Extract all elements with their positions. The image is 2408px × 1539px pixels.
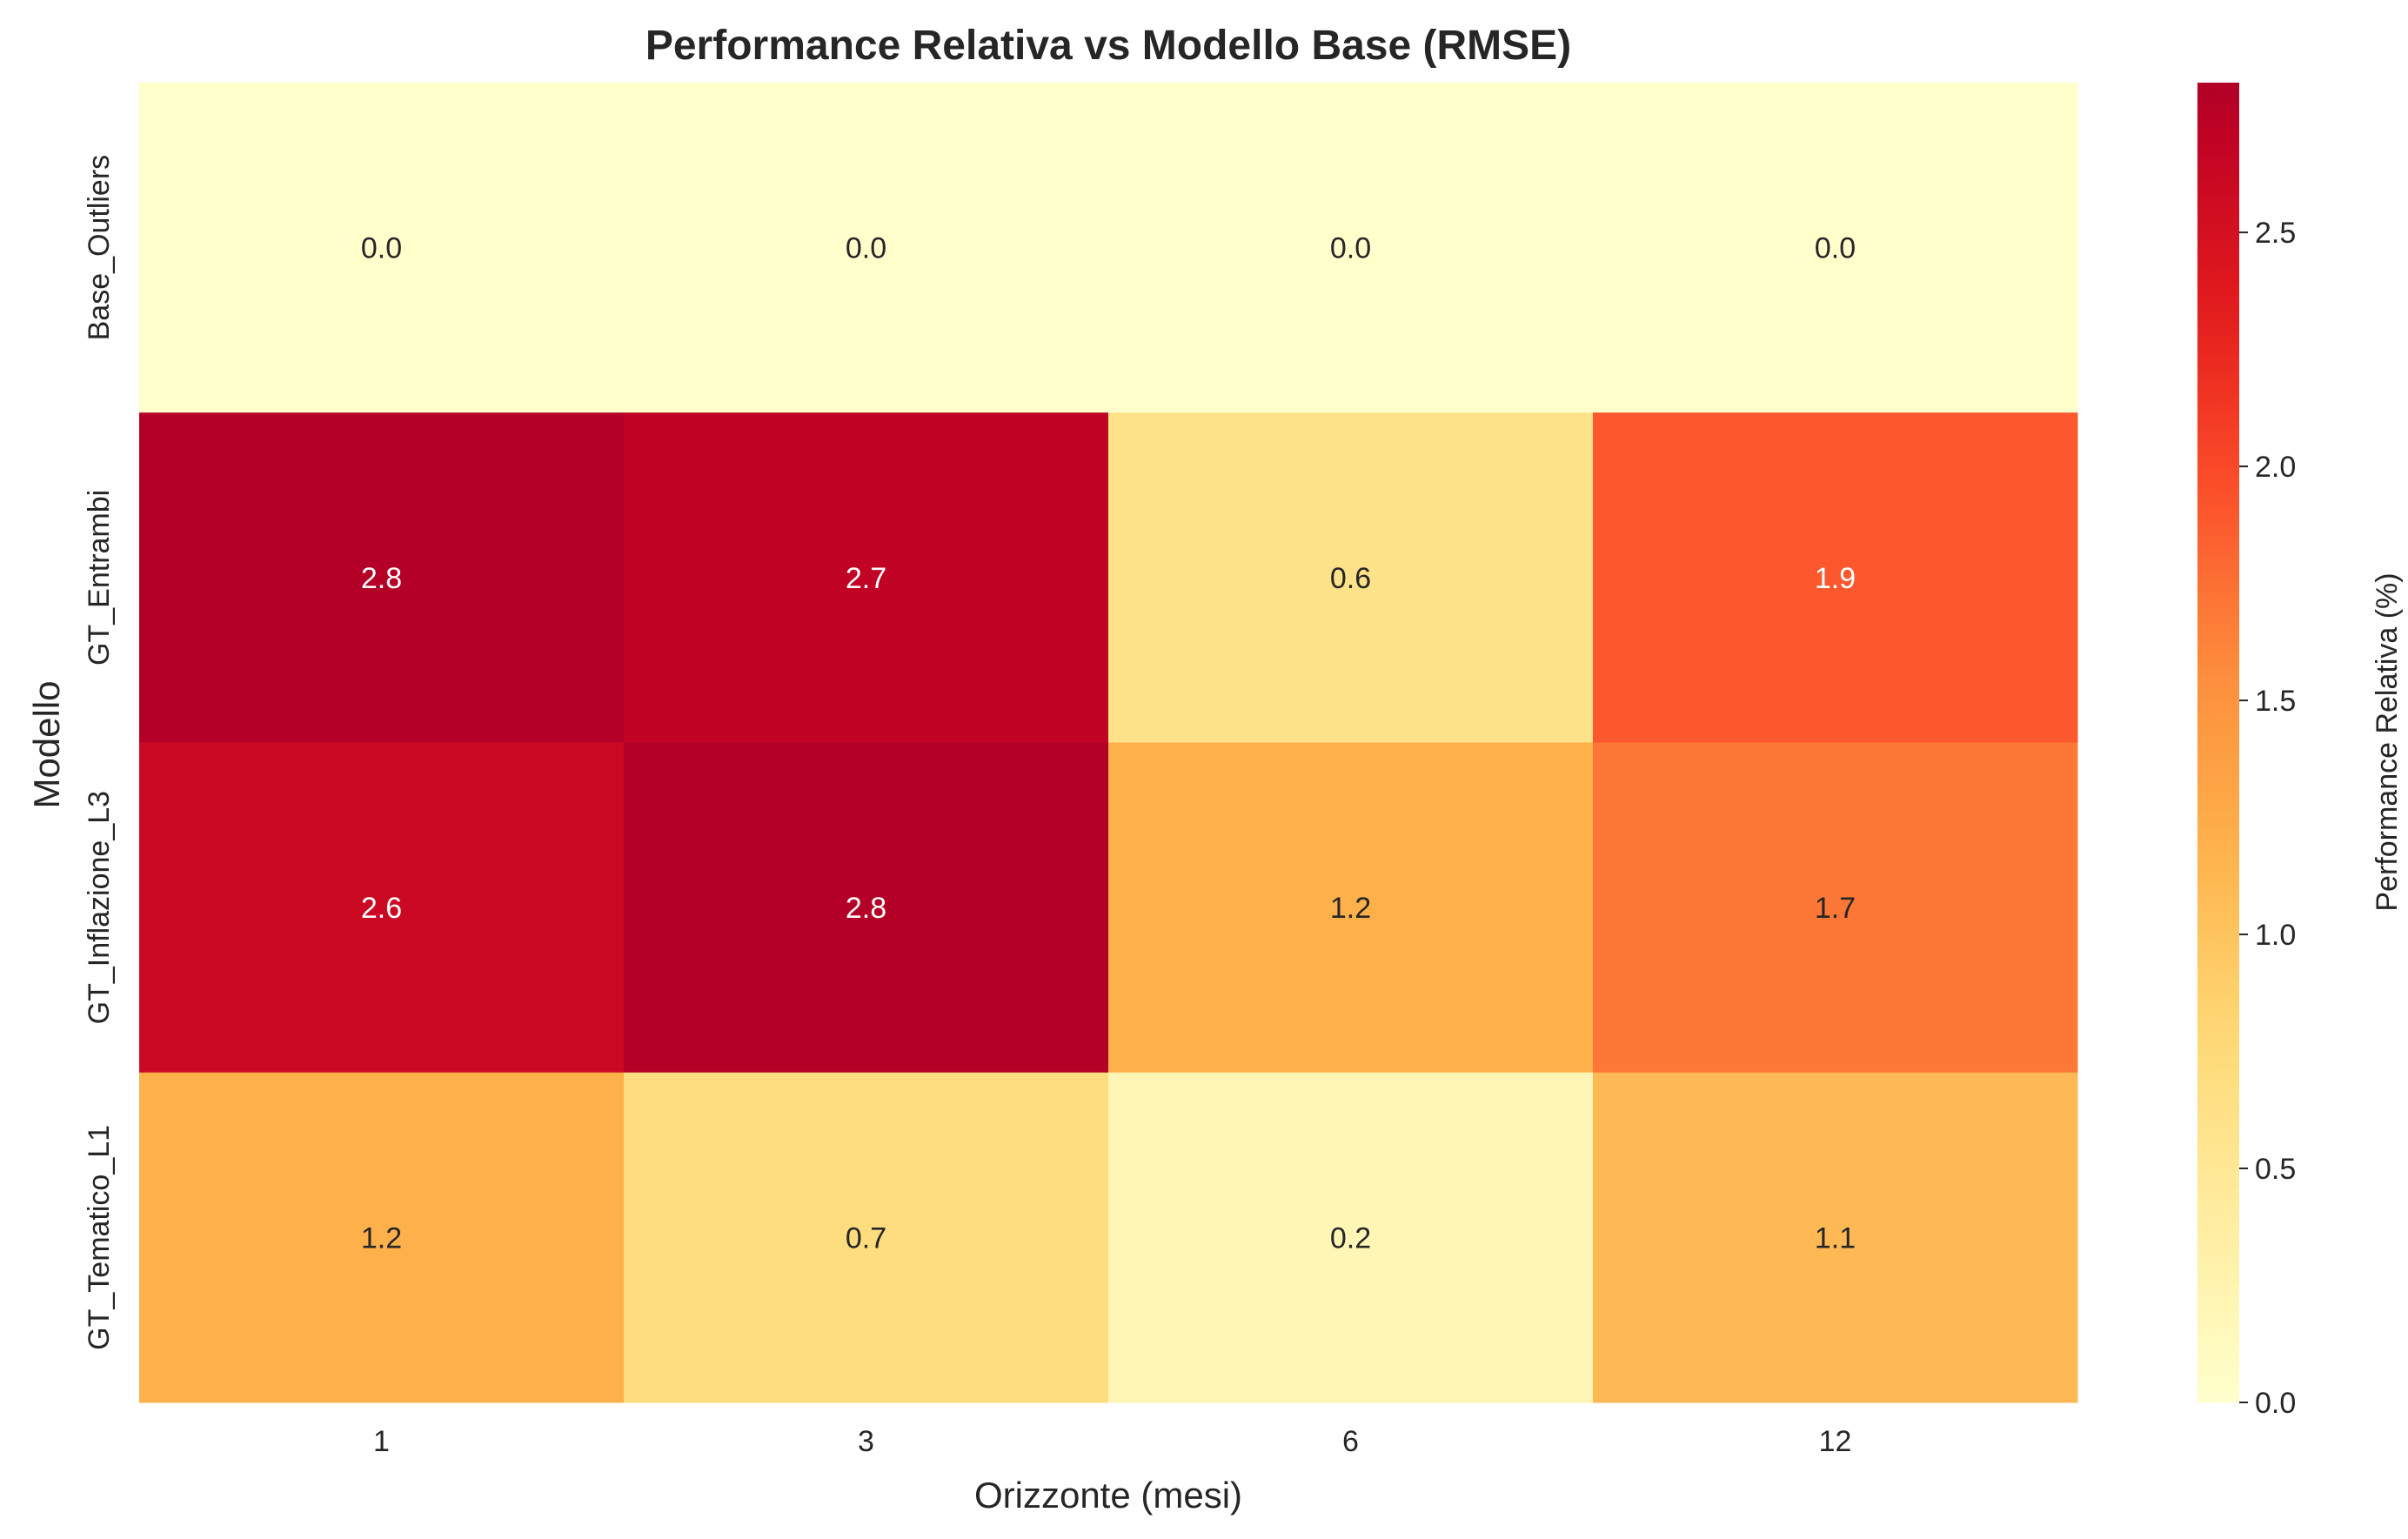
y-tick-label: GT_Tematico_L1 — [83, 1125, 116, 1350]
heatmap-cell — [139, 742, 625, 1074]
colorbar-label: Performance Relativa (%) — [2371, 572, 2404, 911]
y-axis-ticks: Base_Outliers GT_Entrambi GT_Inflazione_L3… — [83, 155, 116, 1350]
heatmap-cell — [139, 83, 625, 413]
y-axis-label: Modello — [26, 680, 67, 808]
colorbar-tick-label: 2.0 — [2255, 451, 2296, 484]
heatmap-cell — [1593, 83, 2078, 413]
cell-value-label: 2.6 — [361, 892, 402, 925]
heatmap-cell — [139, 412, 625, 743]
x-tick-label: 1 — [373, 1425, 390, 1458]
colorbar-tick-label: 0.5 — [2255, 1153, 2296, 1186]
colorbar — [2197, 83, 2239, 1402]
x-axis-label: Orizzonte (mesi) — [974, 1475, 1242, 1516]
x-tick-label: 12 — [1819, 1425, 1852, 1458]
cell-value-label: 1.9 — [1815, 562, 1856, 595]
colorbar-tick-label: 0.0 — [2255, 1387, 2296, 1420]
cell-value-label: 0.2 — [1330, 1221, 1371, 1255]
heatmap-cell — [1108, 1072, 1594, 1403]
cell-value-label: 2.7 — [846, 562, 886, 595]
heatmap-cell — [1108, 412, 1594, 743]
cell-value-label: 0.0 — [846, 232, 886, 265]
heatmap-cell-labels: 0.0 0.0 0.0 0.0 2.8 2.7 0.6 1.9 2.6 2.8 1.2 1.7 1.2 0… — [361, 232, 1856, 1255]
cell-value-label: 0.7 — [846, 1221, 886, 1255]
heatmap-cell — [624, 412, 1109, 743]
x-axis-ticks: 1 3 6 12 — [373, 1425, 1851, 1458]
cell-value-label: 0.0 — [1330, 232, 1371, 265]
heatmap-cells — [139, 83, 2078, 1403]
cell-value-label: 0.0 — [361, 232, 402, 265]
cell-value-label: 2.8 — [846, 892, 886, 925]
chart-title: Performance Relativa vs Modello Base (RM… — [645, 23, 1571, 69]
heatmap-cell — [1593, 1072, 2078, 1403]
heatmap-cell — [624, 742, 1109, 1074]
heatmap-cell — [1108, 742, 1594, 1074]
cell-value-label: 0.0 — [1815, 232, 1856, 265]
cell-value-label: 0.6 — [1330, 562, 1371, 595]
cell-value-label: 1.7 — [1815, 892, 1856, 925]
heatmap-cell — [139, 1072, 625, 1403]
heatmap-cell — [624, 1072, 1109, 1403]
colorbar-tick-label: 1.0 — [2255, 919, 2296, 952]
y-tick-label: GT_Inflazione_L3 — [83, 791, 116, 1024]
x-tick-label: 3 — [858, 1425, 874, 1458]
y-tick-label: Base_Outliers — [83, 155, 116, 341]
heatmap-cell — [1108, 83, 1594, 413]
x-tick-label: 6 — [1342, 1425, 1359, 1458]
colorbar-tick-label: 2.5 — [2255, 217, 2296, 250]
heatmap-cell — [1593, 742, 2078, 1074]
cell-value-label: 1.2 — [361, 1221, 402, 1255]
y-tick-label: GT_Entrambi — [83, 490, 116, 666]
cell-value-label: 2.8 — [361, 562, 402, 595]
cell-value-label: 1.2 — [1330, 892, 1371, 925]
cell-value-label: 1.1 — [1815, 1221, 1856, 1255]
colorbar-ticks: 0.0 0.5 1.0 1.5 2.0 2.5 — [2239, 217, 2296, 1420]
heatmap-cell — [624, 83, 1109, 413]
heatmap-cell — [1593, 412, 2078, 743]
colorbar-tick-label: 1.5 — [2255, 685, 2296, 718]
